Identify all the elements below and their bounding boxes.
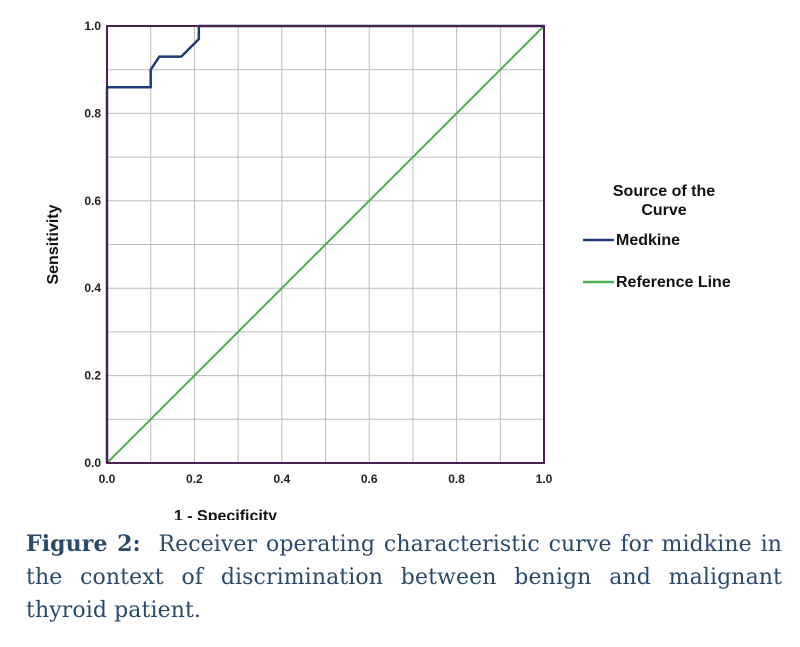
series-line-medkine	[105, 24, 544, 463]
series-layer	[105, 24, 545, 464]
y-tick-label: 0.6	[84, 194, 101, 208]
y-axis-title: Sensitivity	[45, 204, 62, 284]
x-axis-title: 1 - Specificity	[174, 508, 277, 520]
legend-title: Source of the Curve	[613, 183, 715, 219]
y-tick-label: 0.2	[84, 369, 101, 383]
x-tick-label: 1.0	[536, 472, 553, 486]
y-tick-label: 0.4	[84, 281, 101, 295]
y-tick-label: 1.0	[84, 19, 101, 33]
x-tick-label: 0.6	[361, 472, 378, 486]
roc-chart: 0.0 0.2 0.4 0.6 0.8 1.0 0.0 0.2 0.4 0.6 0.8 1.0 1 -…	[45, 19, 731, 520]
legend-label: Reference Line	[616, 274, 731, 291]
legend-item-reference-line: Reference Line	[583, 274, 731, 291]
y-tick-label: 0.8	[84, 106, 101, 120]
caption-text: Receiver operating characteristic curve …	[26, 532, 782, 623]
figure-label: Figure 2:	[26, 531, 141, 557]
x-tick-label: 0.8	[448, 472, 465, 486]
x-tick-label: 0.2	[186, 472, 203, 486]
legend-items: Medkine Reference Line	[583, 232, 731, 291]
legend-label: Medkine	[616, 232, 680, 249]
tick-labels: 0.0 0.2 0.4 0.6 0.8 1.0 0.0 0.2 0.4 0.6 0.8 1.0	[84, 19, 552, 486]
y-tick-label: 0.0	[84, 456, 101, 470]
legend: Source of the Curve Medkine Reference Line	[583, 183, 731, 291]
x-tick-label: 0.0	[99, 472, 116, 486]
x-tick-label: 0.4	[273, 472, 290, 486]
legend-item-medkine: Medkine	[583, 232, 680, 249]
plot-frame	[106, 25, 545, 464]
grid-lines	[107, 26, 544, 463]
figure-caption: Figure 2: Receiver operating characteris…	[26, 528, 782, 627]
series-line-reference-line	[106, 25, 545, 464]
